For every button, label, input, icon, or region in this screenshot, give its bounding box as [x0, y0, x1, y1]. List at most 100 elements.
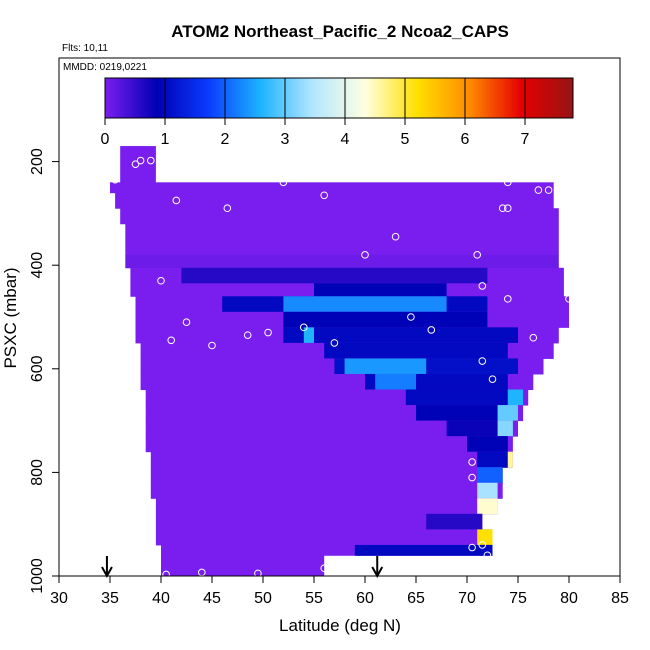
observation-point: [478, 282, 487, 290]
observation-point: [279, 178, 288, 187]
observation-point: [330, 339, 339, 347]
heatmap-cell: [497, 420, 513, 437]
heatmap-cell: [507, 451, 513, 468]
observation-point: [320, 191, 329, 200]
heatmap-cell: [405, 389, 508, 406]
heatmap-cell: [283, 311, 488, 328]
heatmap-cell: [477, 482, 498, 499]
heatmap-cell: [283, 296, 447, 313]
heatmap-cell: [446, 420, 498, 437]
heatmap-cell: [120, 208, 559, 225]
flights-label: Flts: 10,11: [62, 43, 108, 54]
y-tick-label: 1000: [29, 558, 46, 594]
heatmap-cell: [120, 166, 156, 183]
observation-point: [136, 156, 145, 165]
observation-point: [167, 336, 175, 345]
heatmap-cell: [181, 267, 488, 284]
heatmap-cell: [426, 513, 483, 530]
heatmap-cell: [155, 513, 483, 530]
observation-point: [488, 375, 497, 383]
heatmap-cell: [161, 544, 493, 556]
y-tick-label: 800: [29, 459, 46, 486]
heatmap-cell: [416, 405, 498, 422]
observation-point: [157, 276, 165, 285]
heatmap-cell: [507, 389, 524, 406]
heatmap-cell: [150, 482, 503, 499]
chart-title: ATOM2 Northeast_Pacific_2 Ncoa2_CAPS: [171, 22, 509, 41]
heatmap-cell: [125, 223, 559, 240]
heatmap-cell: [110, 182, 554, 194]
y-axis-label: PSXC (mbar): [1, 267, 20, 368]
observation-point: [208, 341, 216, 350]
observation-point: [131, 160, 140, 168]
observation-point: [529, 333, 538, 342]
heatmap-cell: [467, 436, 508, 453]
colorbar-tick-label: 7: [521, 131, 530, 148]
heatmap-cells: [110, 146, 569, 577]
colorbar-tick-label: 1: [161, 131, 170, 148]
colorbar-tick-label: 6: [461, 131, 470, 148]
x-tick-label: 75: [509, 590, 527, 607]
x-tick-label: 50: [254, 590, 272, 607]
x-tick-label: 70: [458, 590, 476, 607]
heatmap-cell: [120, 146, 156, 168]
y-tick-label: 400: [29, 252, 46, 279]
observation-points: [111, 156, 573, 579]
y-tick-label: 200: [29, 148, 46, 175]
heatmap-cell: [150, 451, 513, 468]
heatmap-cell: [125, 239, 559, 256]
colorbar-tick-label: 4: [341, 131, 350, 148]
observation-point: [300, 323, 308, 332]
x-tick-label: 45: [203, 590, 221, 607]
heatmap-cell: [314, 283, 447, 297]
x-tick-label: 30: [50, 590, 68, 607]
heatmap-cell: [303, 327, 314, 344]
x-tick-label: 85: [611, 590, 629, 607]
colorbar-tick-label: 2: [221, 131, 230, 148]
x-tick-label: 60: [356, 590, 374, 607]
x-tick-label: 80: [560, 590, 578, 607]
observation-point: [565, 295, 573, 303]
observation-point: [264, 328, 272, 337]
x-tick-label: 40: [152, 590, 170, 607]
observation-point: [361, 251, 369, 259]
observation-point: [243, 331, 252, 339]
heatmap-cell: [477, 498, 498, 515]
observation-point: [483, 551, 492, 560]
observation-point: [478, 541, 487, 549]
y-tick-label: 600: [29, 355, 46, 382]
heatmap-cell: [150, 467, 503, 484]
heatmap-cell: [155, 498, 498, 515]
heatmap-cell: [125, 254, 559, 269]
observation-point: [544, 186, 553, 194]
observation-point: [478, 357, 487, 365]
colorbar-fill: [104, 77, 574, 119]
observation-point: [468, 473, 476, 482]
heatmap-cell: [477, 467, 503, 484]
mmdd-label: MMDD: 0219,0221: [63, 62, 147, 73]
observation-point: [504, 295, 512, 303]
heatmap-cell: [115, 192, 554, 209]
observation-point: [254, 569, 262, 578]
heatmap-cell: [155, 529, 493, 546]
observation-point: [498, 204, 507, 213]
observation-point: [223, 204, 232, 213]
x-tick-label: 55: [305, 590, 323, 607]
heatmap-cell: [161, 570, 325, 577]
x-tick-label: 65: [407, 590, 425, 607]
heatmap-cell: [344, 358, 427, 375]
observation-point: [320, 564, 329, 573]
colorbar-tick-label: 0: [101, 131, 110, 148]
observation-point: [111, 175, 119, 184]
heatmap-cell: [375, 373, 416, 391]
observation-point: [182, 318, 191, 326]
observation-point: [162, 570, 170, 579]
colorbar: 0 1 2 3 4 5 6 7: [101, 77, 574, 148]
observation-point: [147, 156, 155, 165]
observation-point: [427, 326, 436, 334]
observation-point: [534, 186, 543, 194]
colorbar-ticks: 0 1 2 3 4 5 6 7: [101, 78, 530, 148]
observation-point: [468, 543, 476, 552]
observation-point: [504, 178, 512, 187]
